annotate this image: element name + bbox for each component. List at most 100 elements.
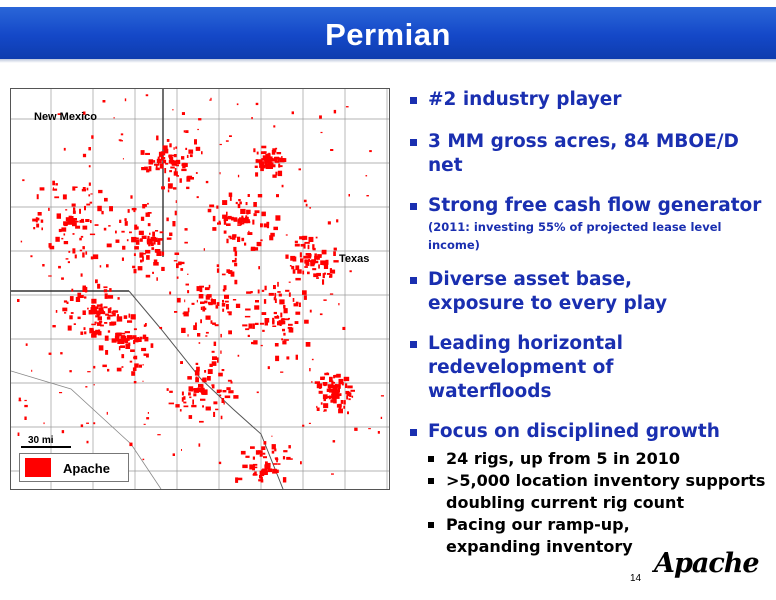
lease-block	[173, 260, 178, 262]
lease-block	[161, 266, 165, 271]
lease-block	[308, 422, 311, 424]
lease-block	[223, 220, 227, 225]
lease-block	[258, 266, 260, 270]
lease-block	[115, 230, 117, 234]
lease-block	[222, 289, 226, 292]
lease-block	[91, 334, 97, 338]
lease-block	[209, 363, 213, 367]
lease-block	[279, 299, 285, 305]
lease-block	[67, 219, 73, 225]
page-number: 14	[630, 573, 642, 584]
bullet-marker	[410, 203, 417, 210]
lease-block	[224, 300, 229, 303]
lease-block	[147, 202, 149, 205]
lease-block	[289, 265, 292, 267]
lease-block	[261, 312, 267, 315]
lease-block	[85, 251, 88, 255]
lease-block	[313, 260, 319, 264]
lease-block	[178, 261, 182, 266]
lease-block	[280, 319, 284, 325]
lease-block	[264, 157, 267, 162]
lease-block	[205, 335, 208, 337]
lease-block	[156, 135, 159, 141]
lease-block	[65, 258, 69, 260]
lease-block	[298, 302, 301, 307]
lease-block	[141, 347, 147, 352]
lease-block	[180, 361, 183, 364]
lease-block	[145, 274, 151, 278]
lease-block	[276, 457, 278, 463]
lease-block	[292, 298, 295, 302]
lease-block	[92, 330, 98, 335]
lease-block	[365, 175, 368, 177]
lease-block	[221, 369, 225, 372]
lease-block	[124, 331, 130, 334]
lease-block	[128, 313, 131, 318]
lease-block	[244, 242, 247, 246]
lease-block	[261, 145, 267, 149]
lease-block	[188, 415, 193, 419]
lease-block	[95, 315, 99, 318]
lease-block	[262, 452, 266, 455]
lease-block	[82, 111, 86, 115]
lease-block	[258, 479, 261, 482]
lease-block	[142, 458, 145, 461]
lease-block	[323, 409, 327, 412]
lease-block	[104, 197, 108, 202]
lease-block	[143, 353, 148, 356]
lease-block	[154, 261, 157, 266]
lease-block	[224, 395, 231, 399]
lease-block	[102, 309, 104, 312]
lease-block	[330, 399, 335, 403]
legend-swatch	[25, 458, 51, 477]
lease-block	[173, 147, 175, 150]
lease-block	[153, 239, 156, 245]
lease-block	[316, 272, 321, 277]
lease-block	[92, 309, 97, 315]
lease-block	[72, 248, 76, 254]
lease-block	[97, 314, 100, 317]
lease-block	[256, 241, 262, 247]
lease-block	[194, 370, 200, 376]
lease-block	[322, 273, 325, 279]
lease-block	[241, 217, 243, 221]
lease-block	[234, 262, 238, 267]
lease-block	[213, 341, 217, 346]
lease-block	[147, 235, 150, 242]
lease-block	[277, 281, 279, 287]
lease-block	[116, 367, 122, 372]
lease-block	[57, 113, 61, 115]
lease-block	[94, 306, 99, 310]
lease-block	[255, 172, 259, 177]
lease-block	[90, 256, 94, 260]
lease-block	[24, 416, 27, 420]
lease-block	[173, 154, 177, 158]
lease-block	[169, 157, 173, 159]
lease-block	[188, 177, 194, 180]
lease-block	[275, 215, 281, 221]
lease-block	[145, 212, 150, 217]
lease-block	[103, 227, 107, 231]
lease-block	[340, 400, 344, 404]
lease-block	[283, 332, 286, 336]
lease-block	[95, 279, 98, 284]
lease-block	[142, 334, 147, 339]
lease-block	[143, 324, 146, 327]
lease-block	[69, 370, 72, 373]
lease-block	[272, 158, 278, 162]
lease-block	[220, 350, 222, 354]
lease-block	[145, 249, 151, 254]
lease-block	[117, 297, 120, 300]
lease-block	[147, 412, 149, 414]
lease-block	[274, 469, 279, 473]
lease-block	[91, 298, 97, 304]
lease-block	[309, 309, 312, 313]
title-bar: Permian	[0, 7, 776, 63]
lease-block	[259, 475, 263, 479]
lease-block	[271, 150, 276, 155]
lease-block	[348, 398, 351, 401]
lease-block	[104, 322, 108, 324]
lease-block	[288, 328, 293, 333]
lease-block	[228, 270, 233, 274]
lease-block	[276, 194, 279, 198]
